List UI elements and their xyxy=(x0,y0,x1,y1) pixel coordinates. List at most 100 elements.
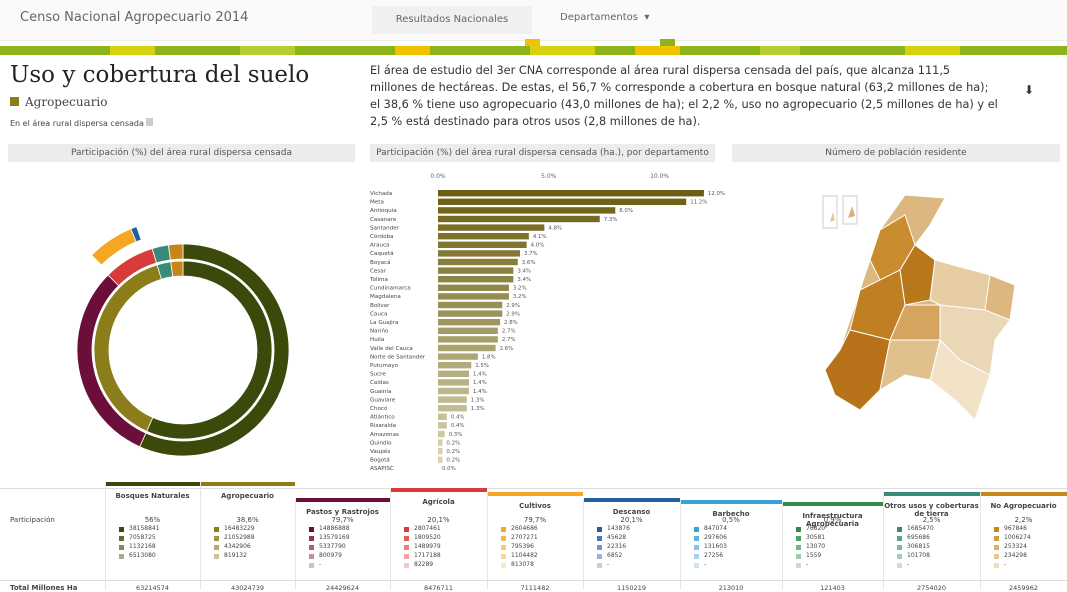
data-label: 1.3% xyxy=(471,397,485,403)
cell-value: 22316 xyxy=(607,543,627,550)
row-label: Participación xyxy=(10,516,55,524)
bar xyxy=(438,190,704,197)
y-tick-label: Vaupés xyxy=(370,448,390,455)
panel-title: Número de población residente xyxy=(732,144,1060,162)
value-swatch xyxy=(501,536,506,541)
donut-segment xyxy=(170,260,184,278)
subtitle: En el área rural dispersa censada xyxy=(10,118,154,128)
value-swatch xyxy=(309,545,314,550)
stripe xyxy=(0,39,1067,55)
data-label: 3.2% xyxy=(513,294,527,300)
tab-label[interactable]: Departamentos xyxy=(560,12,638,23)
column-strip xyxy=(980,492,1067,496)
value-swatch xyxy=(309,563,314,568)
data-label: 1.4% xyxy=(473,372,487,378)
island xyxy=(848,206,855,218)
data-label: 1.3% xyxy=(471,406,485,412)
column-strip xyxy=(583,498,680,502)
bar xyxy=(438,284,509,291)
column-share: 79,7% xyxy=(331,516,354,524)
cell-value: 819132 xyxy=(224,552,247,559)
value-swatch xyxy=(119,536,124,541)
data-label: 11.2% xyxy=(690,200,707,206)
y-tick-label: Vichada xyxy=(370,191,392,197)
bar xyxy=(438,387,470,395)
region xyxy=(889,304,941,341)
cell-value: - xyxy=(907,561,910,568)
column-strip xyxy=(390,488,487,492)
value-swatch xyxy=(796,545,801,550)
column-strip xyxy=(782,502,883,506)
bar xyxy=(438,422,447,429)
cell-value: 800979 xyxy=(319,552,342,559)
cell-value: 14886888 xyxy=(319,525,350,532)
value-swatch xyxy=(694,527,699,532)
column-total: 2754020 xyxy=(917,584,946,592)
data-label: 2.7% xyxy=(502,329,516,335)
bar xyxy=(438,396,467,403)
y-tick-label: Guainía xyxy=(370,388,391,395)
download-button[interactable]: ⬇ xyxy=(1023,83,1035,97)
value-swatch xyxy=(796,536,801,541)
cell-value: 1006274 xyxy=(1004,534,1031,541)
value-swatch xyxy=(694,554,699,559)
cell-value: 1132168 xyxy=(129,543,156,550)
column-total: 8476711 xyxy=(424,584,453,592)
cell-value: - xyxy=(1004,561,1007,568)
cell-value: 13070 xyxy=(806,543,826,550)
y-tick-label: La Guajira xyxy=(370,320,398,326)
value-swatch xyxy=(994,527,999,532)
y-tick-label: ASAPISC xyxy=(370,466,394,472)
y-tick-label: Valle del Cauca xyxy=(370,346,413,352)
bar xyxy=(438,370,470,377)
cell-value: 1685470 xyxy=(907,525,934,532)
bar xyxy=(438,353,478,360)
donut-segment xyxy=(167,243,184,261)
site-title: Censo Nacional Agropecuario 2014 xyxy=(20,10,249,25)
bar xyxy=(438,336,498,343)
cell-value: 1489979 xyxy=(414,543,441,550)
value-swatch xyxy=(897,536,902,541)
column-border xyxy=(295,498,296,590)
top-bar: Censo Nacional Agropecuario 2014 Resulta… xyxy=(0,0,1067,41)
data-label: 2.9% xyxy=(506,303,520,309)
tab[interactable]: Departamentos ▾ xyxy=(560,12,650,23)
column-border xyxy=(583,498,584,590)
column-total: 121403 xyxy=(820,584,845,592)
stripe-band xyxy=(240,46,295,55)
data-label: 0.0% xyxy=(442,466,456,472)
data-label: 1.4% xyxy=(473,380,487,386)
column-strip xyxy=(200,482,295,486)
value-swatch xyxy=(597,545,602,550)
data-label: 0.2% xyxy=(446,440,460,446)
cell-value: 253324 xyxy=(1004,543,1027,550)
value-swatch xyxy=(694,536,699,541)
data-label: 3.7% xyxy=(524,251,538,257)
column-total: 2459962 xyxy=(1009,584,1038,592)
cell-value: 2707271 xyxy=(511,534,538,541)
cell-value: 2604686 xyxy=(511,525,538,532)
value-swatch xyxy=(119,545,124,550)
value-swatch xyxy=(404,554,409,559)
tab[interactable]: Resultados Nacionales xyxy=(372,6,532,34)
column-border xyxy=(680,500,681,590)
column-strip xyxy=(295,498,390,502)
column-total: 43024739 xyxy=(230,584,265,592)
cell-value: 234298 xyxy=(1004,552,1027,559)
value-swatch xyxy=(597,554,602,559)
data-label: 1.5% xyxy=(475,363,489,369)
column-share: 2,5% xyxy=(922,516,941,524)
y-tick-label: Norte de Santander xyxy=(370,354,426,360)
cell-value: 101708 xyxy=(907,552,930,559)
inset-box xyxy=(822,195,838,229)
data-label: 8.0% xyxy=(619,208,633,214)
data-table: Participación Total Millones Ha Bosques Na… xyxy=(0,480,1067,592)
data-label: 0.3% xyxy=(449,432,463,438)
value-swatch xyxy=(404,527,409,532)
value-swatch xyxy=(501,554,506,559)
y-tick-label: Quindío xyxy=(370,439,392,446)
bar xyxy=(438,267,514,274)
column-share: 0,5% xyxy=(722,516,740,524)
column-share: 2,2% xyxy=(1014,516,1033,524)
